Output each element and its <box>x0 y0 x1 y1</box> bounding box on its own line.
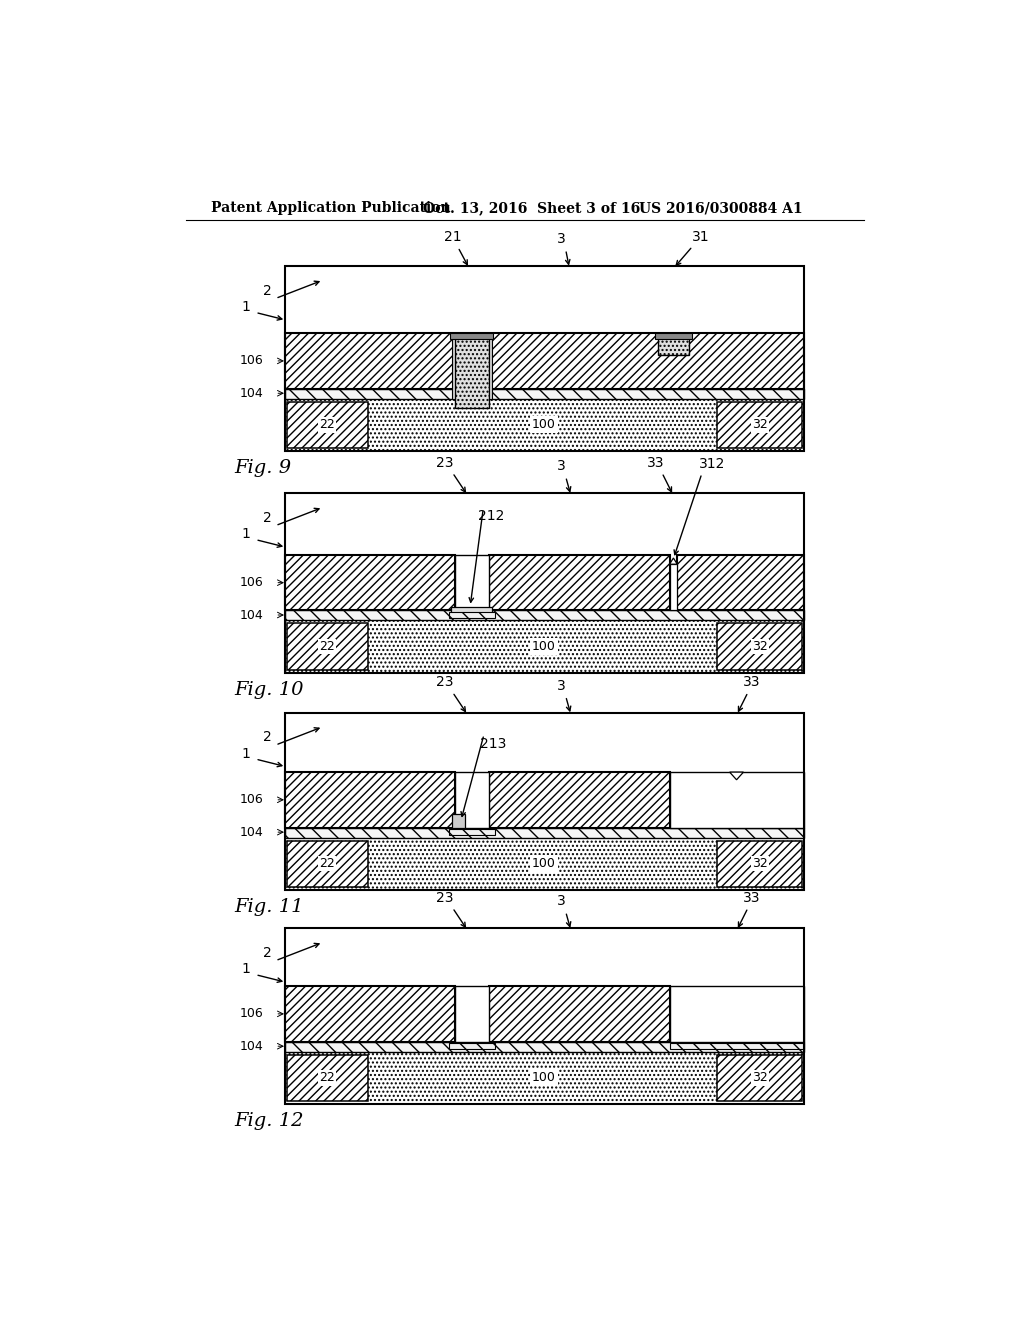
Bar <box>452 337 455 399</box>
Bar <box>287 401 368 447</box>
Text: 104: 104 <box>240 387 263 400</box>
Text: Oct. 13, 2016  Sheet 3 of 16: Oct. 13, 2016 Sheet 3 of 16 <box>423 202 640 215</box>
Bar <box>285 494 804 673</box>
Text: 212: 212 <box>478 510 504 524</box>
Polygon shape <box>730 772 743 780</box>
Text: 100: 100 <box>532 640 556 653</box>
Bar <box>285 267 804 451</box>
Bar <box>677 554 804 610</box>
Bar <box>670 1043 804 1049</box>
Bar <box>488 337 492 399</box>
Text: 33: 33 <box>743 891 761 904</box>
Text: 106: 106 <box>240 354 263 367</box>
Text: 106: 106 <box>240 1007 263 1020</box>
Text: 22: 22 <box>319 640 335 653</box>
Bar <box>449 612 495 618</box>
Text: 2: 2 <box>263 284 272 298</box>
Text: Patent Application Publication: Patent Application Publication <box>211 202 451 215</box>
Text: Fig. 10: Fig. 10 <box>234 681 304 698</box>
Text: 1: 1 <box>242 962 251 977</box>
Text: 3: 3 <box>557 678 566 693</box>
Text: 31: 31 <box>691 230 710 244</box>
Bar <box>285 928 804 1104</box>
Text: 22: 22 <box>319 857 335 870</box>
Bar <box>670 564 677 610</box>
Text: 100: 100 <box>532 1072 556 1084</box>
Bar <box>717 1055 802 1101</box>
Bar <box>287 841 368 887</box>
Text: 2: 2 <box>263 730 272 744</box>
Bar <box>670 772 804 828</box>
Text: Fig. 12: Fig. 12 <box>234 1111 304 1130</box>
Text: 3: 3 <box>557 895 566 908</box>
Text: 312: 312 <box>698 457 725 471</box>
Text: 32: 32 <box>752 418 768 432</box>
Bar <box>717 401 802 447</box>
Bar <box>285 1052 804 1104</box>
Text: 33: 33 <box>647 455 665 470</box>
Text: 2: 2 <box>263 946 272 960</box>
Text: 100: 100 <box>532 857 556 870</box>
Bar <box>285 713 804 890</box>
Bar <box>285 333 804 388</box>
Bar <box>285 620 804 673</box>
Bar <box>717 623 802 669</box>
Text: 104: 104 <box>240 825 263 838</box>
Text: US 2016/0300884 A1: US 2016/0300884 A1 <box>639 202 803 215</box>
Text: 23: 23 <box>436 891 454 904</box>
Text: 32: 32 <box>752 857 768 870</box>
Bar <box>451 333 494 339</box>
Text: 104: 104 <box>240 609 263 622</box>
Bar <box>488 986 670 1041</box>
Bar <box>488 554 670 610</box>
Text: 1: 1 <box>242 747 251 760</box>
Text: 2: 2 <box>263 511 272 525</box>
Text: Fig. 11: Fig. 11 <box>234 898 304 916</box>
Text: 213: 213 <box>480 737 507 751</box>
Bar <box>670 986 804 1041</box>
Bar <box>717 841 802 887</box>
Text: 1: 1 <box>242 300 251 314</box>
Bar <box>449 1043 495 1049</box>
Bar <box>451 607 493 615</box>
Text: 22: 22 <box>319 418 335 432</box>
Text: 106: 106 <box>240 576 263 589</box>
Bar <box>287 623 368 669</box>
Text: 1: 1 <box>242 527 251 541</box>
Text: 32: 32 <box>752 640 768 653</box>
Bar <box>455 333 488 408</box>
Text: Fig. 9: Fig. 9 <box>234 459 292 477</box>
Text: 23: 23 <box>436 455 454 470</box>
Bar <box>658 333 689 355</box>
Text: 100: 100 <box>532 418 556 432</box>
Bar <box>455 772 488 828</box>
Text: 3: 3 <box>557 459 566 474</box>
Bar <box>488 772 670 828</box>
Bar <box>455 986 488 1041</box>
Text: 106: 106 <box>240 793 263 807</box>
Bar <box>285 838 804 890</box>
Bar <box>287 1055 368 1101</box>
Bar <box>285 772 455 828</box>
Bar <box>285 610 804 620</box>
Polygon shape <box>670 558 677 564</box>
Text: 21: 21 <box>443 230 461 244</box>
Bar <box>655 333 692 339</box>
Bar <box>285 986 455 1041</box>
Bar <box>285 388 804 399</box>
Text: 33: 33 <box>743 675 761 689</box>
Bar <box>285 828 804 838</box>
Text: 3: 3 <box>557 232 566 247</box>
Bar <box>285 399 804 451</box>
Text: 32: 32 <box>752 1072 768 1084</box>
Text: 104: 104 <box>240 1040 263 1053</box>
Text: 23: 23 <box>436 675 454 689</box>
Bar <box>449 829 495 836</box>
Text: 22: 22 <box>319 1072 335 1084</box>
Bar <box>285 1041 804 1052</box>
Bar <box>455 554 488 610</box>
Bar <box>453 813 465 828</box>
Bar <box>285 554 455 610</box>
